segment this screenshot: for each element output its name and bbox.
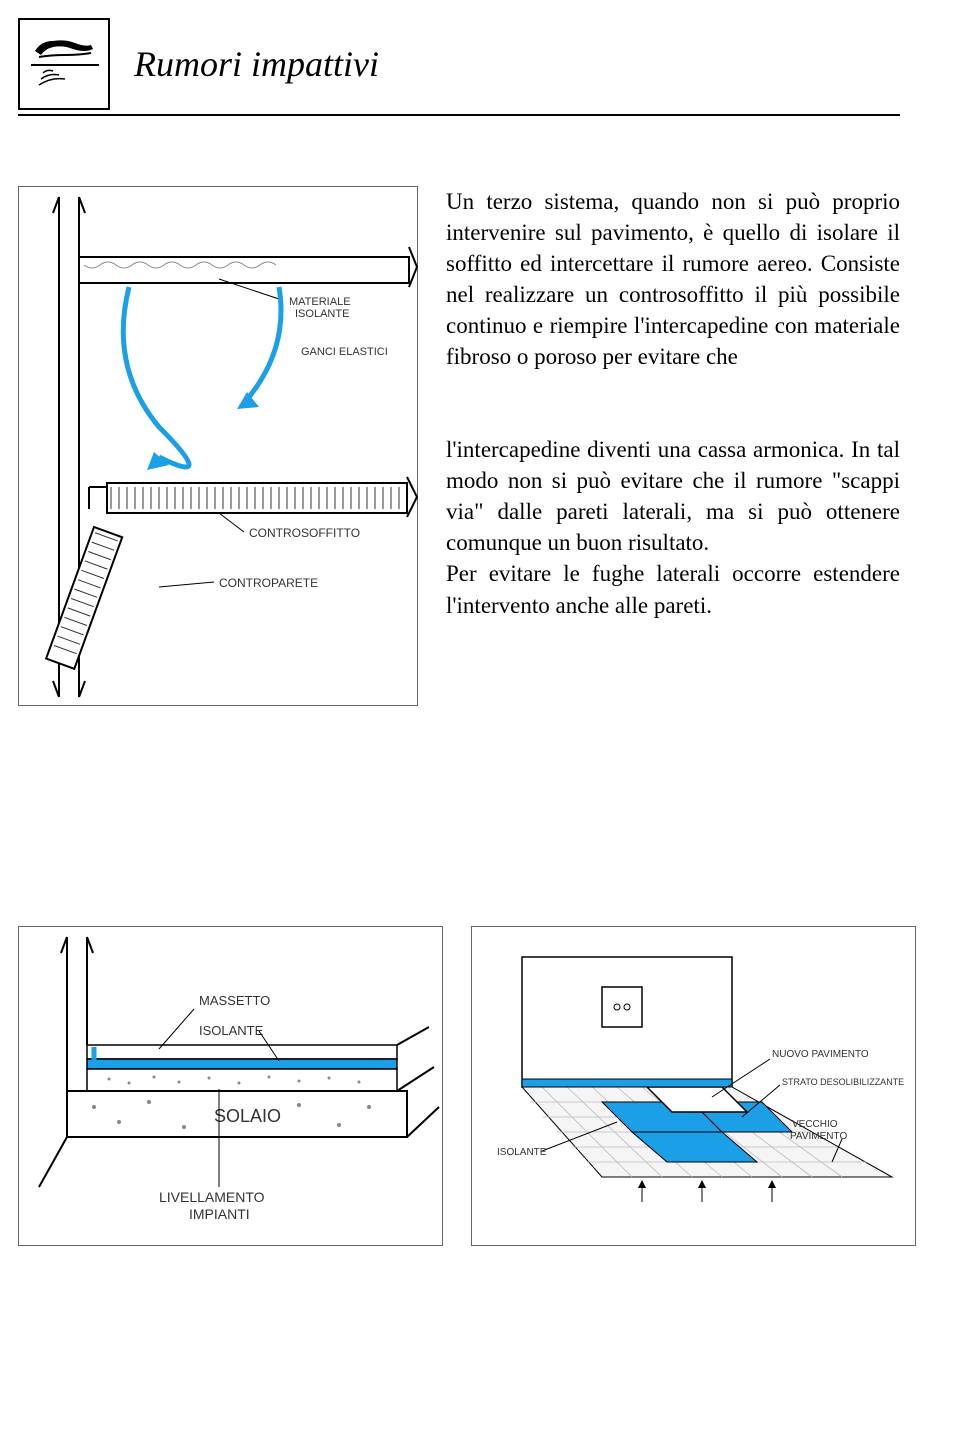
svg-text:GANCI ELASTICI: GANCI ELASTICI xyxy=(301,346,388,358)
svg-text:CONTROSOFFITTO: CONTROSOFFITTO xyxy=(249,526,360,540)
paragraph-1: Un terzo sistema, quando non si può prop… xyxy=(446,186,900,372)
svg-text:ISOLANTE: ISOLANTE xyxy=(295,308,349,320)
ceiling-section-diagram: MATERIALE ISOLANTE GANCI ELASTICI CONTRO… xyxy=(18,186,418,706)
svg-text:MATERIALE: MATERIALE xyxy=(289,296,351,308)
svg-text:SOLAIO: SOLAIO xyxy=(214,1106,281,1126)
page-title: Rumori impattivi xyxy=(134,43,379,85)
bottom-figures-row: MASSETTO ISOLANTE SOLAIO LIVELLAMENTO IM… xyxy=(0,926,960,1246)
floor-section-diagram: MASSETTO ISOLANTE SOLAIO LIVELLAMENTO IM… xyxy=(18,926,443,1246)
svg-text:LIVELLAMENTO: LIVELLAMENTO xyxy=(159,1189,265,1205)
paragraph-3: Per evitare le fughe laterali occorre es… xyxy=(446,558,900,620)
text-column: Un terzo sistema, quando non si può prop… xyxy=(446,186,900,706)
svg-text:PAVIMENTO: PAVIMENTO xyxy=(790,1131,847,1142)
svg-text:STRATO DESOLIBILIZZANTE: STRATO DESOLIBILIZZANTE xyxy=(782,1077,904,1087)
paragraph-2: l'intercapedine diventi una cassa armoni… xyxy=(446,434,900,558)
svg-text:VECCHIO: VECCHIO xyxy=(792,1119,838,1130)
foot-impact-icon xyxy=(18,18,110,110)
svg-text:ISOLANTE: ISOLANTE xyxy=(497,1147,547,1158)
svg-text:MASSETTO: MASSETTO xyxy=(199,993,270,1008)
svg-text:CONTROPARETE: CONTROPARETE xyxy=(219,576,318,590)
content-row: MATERIALE ISOLANTE GANCI ELASTICI CONTRO… xyxy=(0,186,960,706)
floor-isometric-diagram: ISOLANTE NUOVO PAVIMENTO STRATO DESOLIBI… xyxy=(471,926,916,1246)
svg-text:NUOVO PAVIMENTO: NUOVO PAVIMENTO xyxy=(772,1049,869,1060)
header-underline xyxy=(18,114,900,116)
svg-text:ISOLANTE: ISOLANTE xyxy=(199,1023,264,1038)
svg-text:IMPIANTI: IMPIANTI xyxy=(189,1206,250,1222)
page-header: Rumori impattivi xyxy=(18,0,960,110)
